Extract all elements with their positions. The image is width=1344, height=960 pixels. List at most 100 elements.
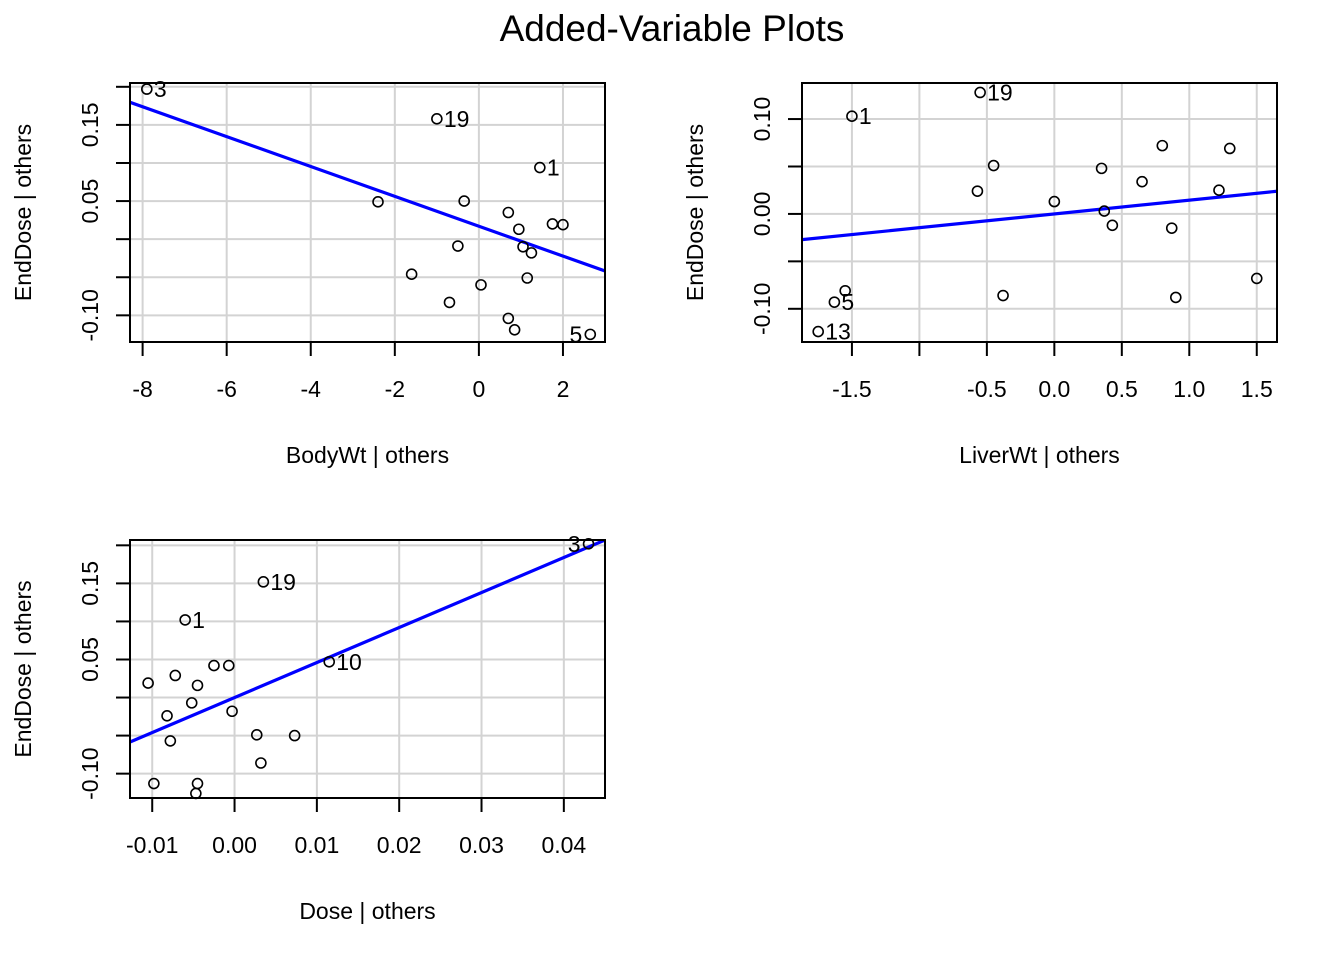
data-point <box>1165 222 1178 234</box>
data-point <box>1223 142 1236 155</box>
y-tick-label: 0.05 <box>77 179 103 224</box>
x-axis-title: LiverWt | others <box>959 442 1120 468</box>
data-point <box>584 328 597 341</box>
data-point <box>546 218 559 230</box>
x-tick-label: 1.5 <box>1241 376 1273 402</box>
x-tick-label: -0.5 <box>967 376 1007 402</box>
data-point <box>971 185 984 197</box>
y-tick-label: 0.10 <box>749 97 775 142</box>
y-tick-label: 0.15 <box>77 561 103 606</box>
data-point <box>1048 195 1061 208</box>
data-point <box>142 677 154 689</box>
data-point <box>443 296 456 309</box>
x-tick-label: 0.03 <box>459 832 504 858</box>
data-point <box>974 86 986 99</box>
data-point <box>161 710 173 722</box>
x-tick-label: -6 <box>216 376 236 402</box>
data-point <box>521 272 534 284</box>
data-point <box>839 284 851 297</box>
regression-line <box>130 100 605 273</box>
data-point <box>190 787 202 800</box>
point-label: 5 <box>841 289 854 315</box>
data-point <box>191 777 204 790</box>
page-title: Added-Variable Plots <box>499 8 845 49</box>
data-point <box>812 325 824 338</box>
data-point <box>502 206 515 219</box>
y-axis-title: EndDose | others <box>682 124 708 301</box>
point-label: 3 <box>154 76 167 102</box>
data-point <box>405 268 418 281</box>
plot-frame <box>129 539 606 799</box>
data-point <box>1169 291 1182 304</box>
data-point <box>208 659 220 672</box>
data-point <box>164 735 177 747</box>
y-axis-title: EndDose | others <box>10 580 36 757</box>
data-point <box>508 324 521 336</box>
data-point <box>458 195 470 207</box>
point-label: 19 <box>444 106 470 132</box>
data-point <box>257 576 270 588</box>
x-tick-label: 1.0 <box>1173 376 1205 402</box>
data-point <box>513 223 525 236</box>
x-tick-label: -8 <box>132 376 152 402</box>
data-point <box>191 679 204 692</box>
data-point <box>1098 205 1111 217</box>
data-point <box>1250 272 1263 285</box>
regression-line <box>802 189 1277 242</box>
point-label: 1 <box>192 607 205 633</box>
y-tick-label: -0.10 <box>749 283 775 335</box>
point-label: 10 <box>336 649 362 675</box>
y-tick-label: 0.05 <box>77 637 103 682</box>
y-tick-label: 0.15 <box>77 103 103 148</box>
x-tick-label: 0.0 <box>1038 376 1070 402</box>
data-point <box>222 659 235 672</box>
x-axis-title: Dose | others <box>299 898 435 924</box>
data-point <box>185 697 198 709</box>
data-point <box>997 289 1009 302</box>
x-tick-label: 0.01 <box>294 832 339 858</box>
data-point <box>372 196 384 208</box>
panel-dose: 3 19 1 10 -0.01 0.00 0.01 0.02 0.03 0.04 -0.10 0.05… <box>10 531 606 924</box>
point-label: 1 <box>547 155 560 181</box>
data-point <box>226 705 238 718</box>
y-tick-label: -0.10 <box>77 289 103 341</box>
y-tick-label: 0.00 <box>749 192 775 237</box>
x-tick-label: -0.01 <box>126 832 178 858</box>
data-point <box>582 538 595 550</box>
data-point <box>250 729 263 741</box>
data-point <box>1156 139 1169 152</box>
data-point <box>1106 219 1119 232</box>
point-label: 13 <box>825 319 851 345</box>
x-tick-label: 0.04 <box>541 832 586 858</box>
data-point <box>1095 162 1108 175</box>
data-point <box>452 240 464 252</box>
x-tick-label: -1.5 <box>832 376 872 402</box>
data-point <box>431 113 443 125</box>
plot-frame <box>801 82 1278 343</box>
point-label: 1 <box>859 103 872 129</box>
x-tick-label: 0 <box>472 376 485 402</box>
point-label: 19 <box>270 569 296 595</box>
data-point <box>475 279 487 291</box>
x-tick-label: 0.02 <box>377 832 422 858</box>
data-point <box>141 83 153 95</box>
data-point <box>525 247 538 259</box>
x-tick-label: -4 <box>301 376 322 402</box>
data-point <box>517 240 529 253</box>
data-point <box>557 218 569 231</box>
point-label: 5 <box>569 321 582 347</box>
data-point <box>288 729 301 742</box>
plot-frame <box>129 82 606 343</box>
data-point <box>148 777 160 790</box>
data-point <box>987 159 1000 172</box>
data-point <box>1213 184 1225 197</box>
x-axis-title: BodyWt | others <box>286 442 449 468</box>
data-point <box>323 655 336 668</box>
data-point <box>502 312 515 325</box>
panel-bodywt: 3 19 1 5 -8 -6 -4 -2 0 2 -0.10 0.05 0.15 BodyWt | oth… <box>10 76 606 468</box>
data-point <box>846 110 858 123</box>
data-point <box>169 669 182 682</box>
point-label: 3 <box>568 531 581 557</box>
